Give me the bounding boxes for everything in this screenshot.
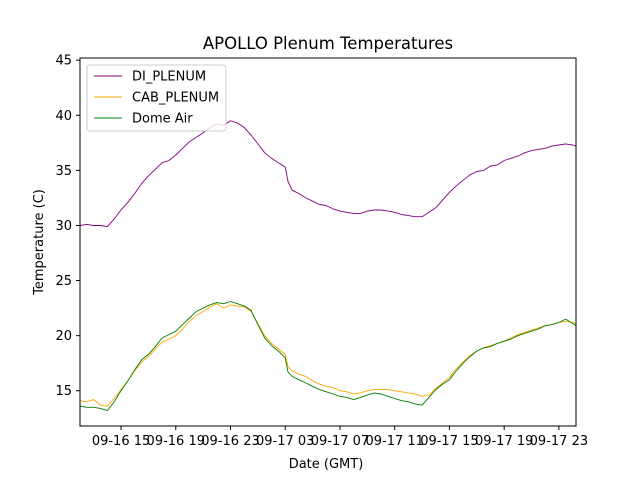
plot-frame: [79, 57, 577, 427]
y-tick-label: 45: [55, 54, 72, 69]
x-tick-label: 09-17 03: [256, 434, 314, 449]
legend-box: [86, 64, 227, 132]
x-tick-label: 09-17 07: [311, 434, 369, 449]
chart-title: APOLLO Plenum Temperatures: [203, 34, 453, 53]
y-tick-label: 35: [55, 164, 72, 179]
legend-label-dome-air: Dome Air: [132, 112, 193, 127]
y-tick-label: 15: [55, 384, 72, 399]
x-tick-label: 09-16 23: [201, 434, 259, 449]
y-axis-label: Temperature (C): [32, 189, 47, 296]
series-line-di-plenum: [79, 120, 577, 228]
x-tick-label: 09-17 11: [365, 434, 423, 449]
series-layer: [79, 120, 577, 412]
y-tick-label: 25: [55, 274, 72, 289]
legend: DI_PLENUM CAB_PLENUM Dome Air: [86, 64, 227, 132]
y-tick-label: 30: [55, 219, 72, 234]
x-tick-label: 09-17 23: [530, 434, 588, 449]
y-tick-label: 40: [55, 109, 72, 124]
legend-label-di-plenum: DI_PLENUM: [132, 70, 206, 85]
y-axis: 15 20 25 30 35 40 45: [55, 54, 80, 399]
x-axis-label: Date (GMT): [289, 457, 364, 472]
series-line-dome-air: [79, 301, 577, 412]
x-tick-label: 09-17 15: [420, 434, 478, 449]
x-tick-label: 09-16 19: [147, 434, 205, 449]
x-tick-label: 09-16 15: [92, 434, 150, 449]
y-tick-label: 20: [55, 329, 72, 344]
x-tick-label: 09-17 19: [475, 434, 533, 449]
legend-label-cab-plenum: CAB_PLENUM: [132, 91, 219, 106]
